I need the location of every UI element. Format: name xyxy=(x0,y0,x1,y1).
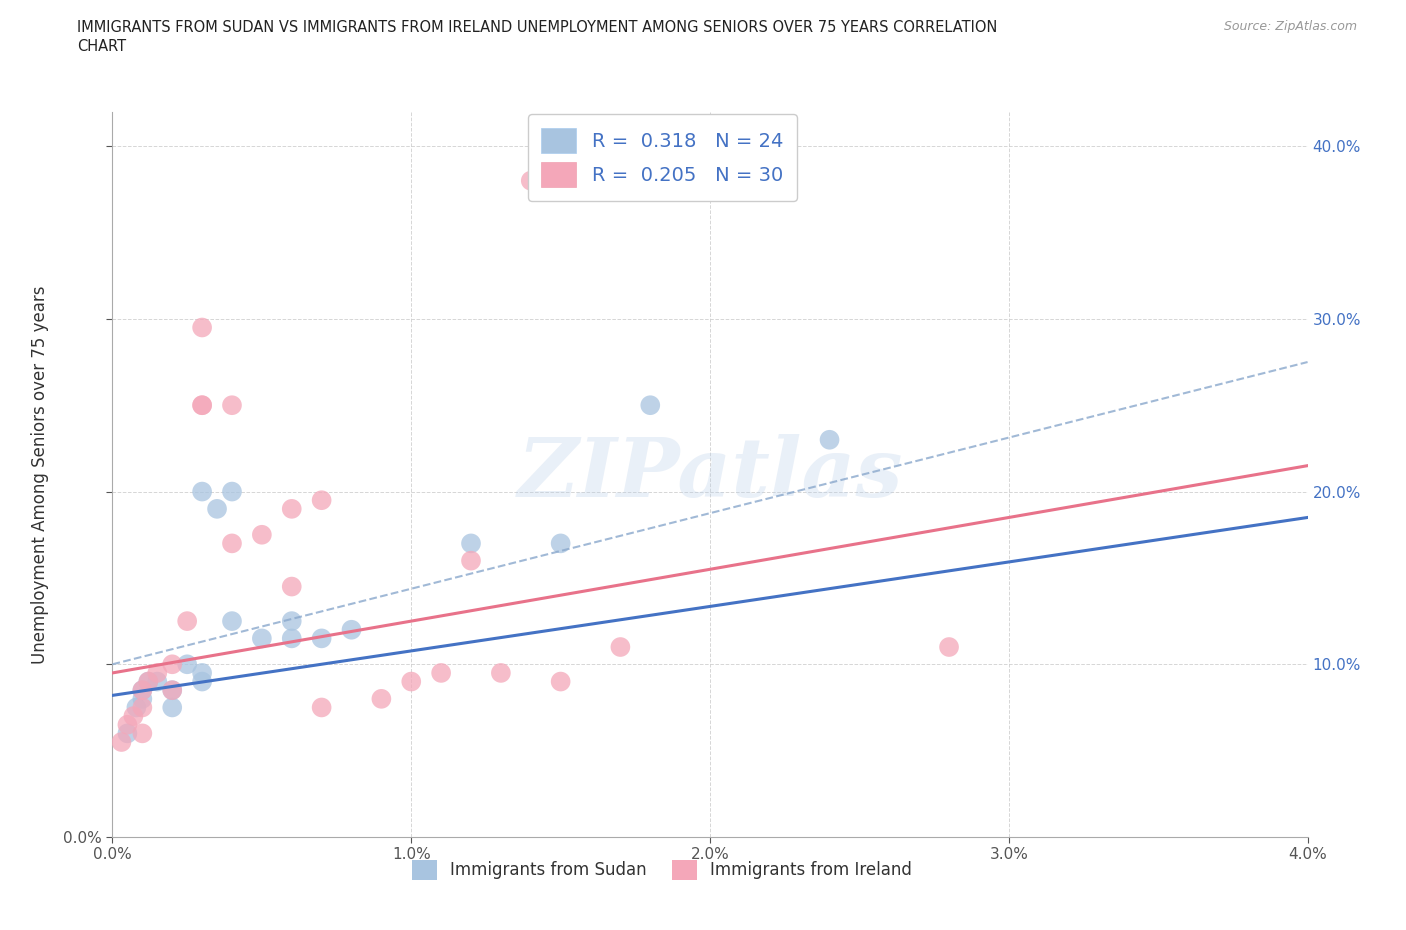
Text: Source: ZipAtlas.com: Source: ZipAtlas.com xyxy=(1223,20,1357,33)
Point xyxy=(250,631,273,645)
Point xyxy=(221,536,243,551)
Y-axis label: Unemployment Among Seniors over 75 years: Unemployment Among Seniors over 75 years xyxy=(31,286,49,663)
Point xyxy=(191,398,214,413)
Point xyxy=(176,614,198,629)
Point xyxy=(162,657,183,671)
Point xyxy=(370,691,392,706)
Point xyxy=(110,735,132,750)
Point xyxy=(146,666,169,681)
Point xyxy=(311,493,333,508)
Point xyxy=(640,398,662,413)
Point xyxy=(340,622,363,637)
Text: CHART: CHART xyxy=(77,39,127,54)
Point xyxy=(176,657,198,671)
Point xyxy=(122,709,145,724)
Point xyxy=(311,700,333,715)
Point xyxy=(162,700,183,715)
Point xyxy=(281,501,304,516)
Point xyxy=(131,700,153,715)
Point xyxy=(550,674,572,689)
Point xyxy=(311,631,333,645)
Point xyxy=(221,398,243,413)
Point xyxy=(205,501,228,516)
Point xyxy=(938,640,960,655)
Point xyxy=(117,726,139,741)
Point xyxy=(460,536,482,551)
Point xyxy=(146,674,169,689)
Point xyxy=(131,683,153,698)
Point xyxy=(818,432,841,447)
Point xyxy=(221,614,243,629)
Point xyxy=(489,666,512,681)
Point xyxy=(191,485,214,499)
Point xyxy=(250,527,273,542)
Point xyxy=(281,579,304,594)
Point xyxy=(191,666,214,681)
Point xyxy=(609,640,631,655)
Point xyxy=(550,536,572,551)
Point xyxy=(125,700,148,715)
Point xyxy=(138,674,160,689)
Text: ZIPatlas: ZIPatlas xyxy=(517,434,903,514)
Point xyxy=(162,683,183,698)
Legend: Immigrants from Sudan, Immigrants from Ireland: Immigrants from Sudan, Immigrants from I… xyxy=(405,853,920,886)
Point xyxy=(131,726,153,741)
Point xyxy=(281,631,304,645)
Point xyxy=(191,674,214,689)
Point xyxy=(191,398,214,413)
Point xyxy=(401,674,423,689)
Point xyxy=(138,674,160,689)
Point xyxy=(117,717,139,732)
Point xyxy=(221,485,243,499)
Point xyxy=(162,683,183,698)
Point xyxy=(460,553,482,568)
Point xyxy=(281,614,304,629)
Point xyxy=(131,683,153,698)
Point xyxy=(430,666,453,681)
Text: IMMIGRANTS FROM SUDAN VS IMMIGRANTS FROM IRELAND UNEMPLOYMENT AMONG SENIORS OVER: IMMIGRANTS FROM SUDAN VS IMMIGRANTS FROM… xyxy=(77,20,998,35)
Point xyxy=(131,691,153,706)
Point xyxy=(520,173,543,188)
Point xyxy=(191,320,214,335)
